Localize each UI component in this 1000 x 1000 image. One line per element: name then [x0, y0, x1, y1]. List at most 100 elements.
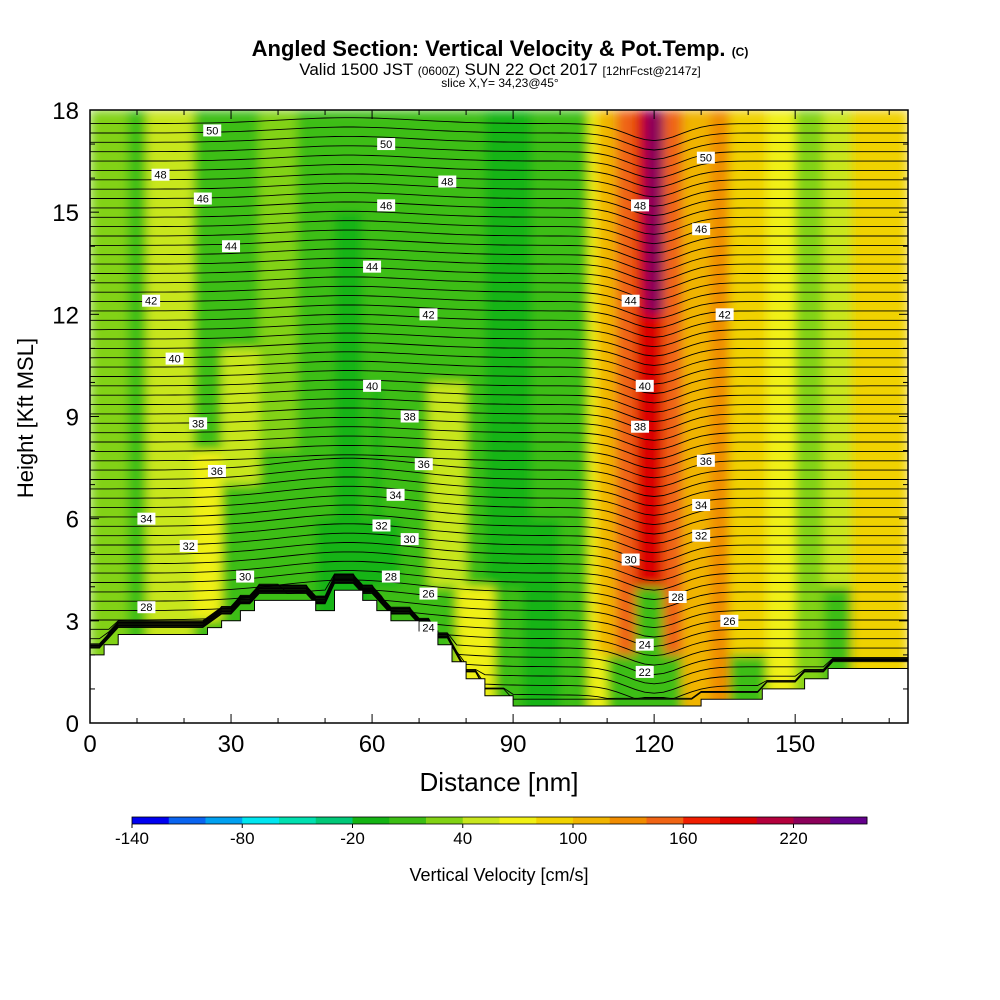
contour-label-box	[372, 519, 391, 532]
contour-label-text: 30	[404, 534, 416, 546]
theta-contour-line	[90, 454, 908, 479]
velocity-cell	[766, 110, 796, 723]
contour-label: 34	[386, 488, 405, 502]
contour-label-box	[668, 590, 687, 603]
theta-contour-line	[90, 445, 908, 469]
contour-label-text: 38	[404, 412, 416, 424]
contour-label-text: 34	[695, 500, 707, 512]
contour-label: 28	[668, 590, 687, 604]
contour-label-text: 28	[672, 592, 684, 604]
y-tick-label: 3	[66, 609, 79, 636]
potential-temperature-contours	[90, 117, 908, 700]
contour-label-box	[696, 151, 715, 164]
velocity-cell	[597, 110, 617, 655]
colorbar-swatch	[683, 817, 721, 824]
contour-label: 46	[193, 192, 212, 206]
theta-contour-line	[90, 457, 908, 488]
y-tick-label: 6	[66, 507, 79, 534]
contour-labels: 50 48 46 44 42 40 38 36 34 32 30 28 50 48 46 44 42 40 38 36…	[137, 124, 739, 679]
contour-label-box	[222, 240, 241, 253]
contour-label-text: 42	[145, 296, 157, 308]
contour-label-box	[165, 352, 184, 365]
theta-contour-line	[90, 551, 908, 582]
contour-label-text: 42	[719, 309, 731, 321]
colorbar-swatch	[499, 817, 537, 824]
contour-label-text: 40	[366, 381, 378, 393]
theta-contour-line	[90, 398, 908, 423]
theta-contour-line	[90, 485, 908, 516]
contour-label-box	[635, 379, 654, 392]
theta-contour-line	[90, 513, 908, 544]
contour-label: 48	[438, 175, 457, 189]
velocity-cell	[851, 110, 908, 723]
colorbar-swatch	[720, 817, 758, 824]
contour-label: 32	[179, 539, 198, 553]
velocity-cell	[522, 518, 561, 723]
contour-label-text: 50	[206, 125, 218, 137]
contour-label: 28	[137, 601, 156, 614]
theta-contour-line	[90, 579, 908, 610]
theta-contour-line	[90, 192, 908, 217]
contour-label: 50	[203, 124, 222, 137]
theta-contour-line	[90, 229, 908, 254]
y-tick-label: 12	[52, 302, 79, 329]
contour-label-box	[142, 294, 161, 307]
theta-contour-line	[90, 126, 908, 151]
contour-label: 24	[419, 621, 438, 635]
contour-label-text: 36	[211, 466, 223, 478]
colorbar-tick-label: 220	[779, 829, 807, 848]
contour-label-text: 30	[239, 572, 251, 584]
contour-label-box	[236, 570, 255, 583]
contour-label-box	[715, 308, 734, 321]
contour-label: 34	[137, 512, 156, 526]
contour-label: 40	[363, 379, 382, 393]
contour-label: 38	[631, 420, 650, 434]
theta-contour-line	[90, 182, 908, 207]
x-tick-label: 120	[634, 731, 674, 758]
contour-label-box	[363, 260, 382, 273]
theta-contour-line	[90, 220, 908, 245]
terrain-mask	[90, 589, 908, 723]
contour-label-box	[377, 199, 396, 212]
velocity-cell	[146, 110, 194, 655]
theta-contour-line	[90, 201, 908, 226]
contour-label-box	[419, 621, 438, 634]
contour-label-text: 32	[695, 531, 707, 543]
contour-label-text: 22	[639, 667, 651, 679]
theta-contour-line	[90, 332, 908, 357]
colorbar-swatch	[536, 817, 574, 824]
y-tick-label: 0	[66, 711, 79, 738]
contour-label-text: 44	[225, 241, 237, 253]
theta-contour-line	[90, 285, 908, 310]
contour-label-text: 28	[140, 602, 152, 614]
contour-label-text: 46	[380, 200, 392, 212]
contour-label: 50	[377, 138, 396, 151]
colorbar-swatch	[315, 817, 353, 824]
theta-contour-line	[90, 135, 908, 160]
theta-contour-line	[90, 579, 908, 685]
contour-label: 36	[207, 464, 226, 478]
y-tick-label: 18	[52, 98, 79, 125]
contour-label-box	[207, 464, 226, 477]
slice-caption: slice X,Y= 34,23@45°	[441, 76, 559, 90]
contour-label: 48	[151, 168, 170, 182]
contour-label-text: 30	[625, 555, 637, 567]
contour-label-box	[189, 417, 208, 430]
colorbar-swatch	[279, 817, 317, 824]
colorbar-label: Vertical Velocity [cm/s]	[409, 865, 588, 885]
contour-label-box	[621, 553, 640, 566]
colorbar-swatch	[352, 817, 390, 824]
contour-label-text: 50	[380, 139, 392, 151]
theta-contour-line	[90, 426, 908, 451]
theta-contour-line	[90, 379, 908, 404]
contour-label: 28	[381, 570, 400, 584]
x-axis-label: Distance [nm]	[420, 767, 579, 797]
theta-contour-line	[90, 388, 908, 413]
contour-label-text: 40	[639, 381, 651, 393]
contour-label: 40	[635, 379, 654, 393]
contour-label-text: 38	[192, 418, 204, 430]
colorbar-tick-label: 40	[453, 829, 472, 848]
contour-label: 38	[189, 417, 208, 430]
